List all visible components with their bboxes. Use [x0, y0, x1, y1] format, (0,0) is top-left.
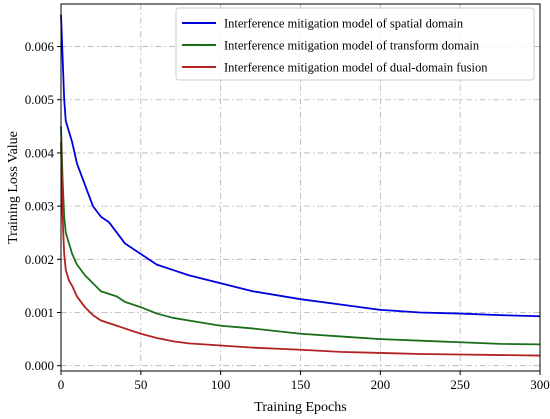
- y-axis-label: Training Loss Value: [6, 131, 21, 244]
- y-tick-label: 0.005: [25, 92, 54, 107]
- x-tick-label: 300: [530, 377, 550, 392]
- x-tick-label: 50: [134, 377, 147, 392]
- series-lines: [60, 14, 541, 357]
- legend: Interference mitigation model of spatial…: [175, 7, 535, 81]
- y-tick-label: 0.000: [25, 358, 54, 373]
- y-tick-label: 0.004: [25, 145, 55, 160]
- series-line-1: [60, 14, 541, 318]
- y-tick-label: 0.006: [25, 39, 55, 54]
- y-tick-label: 0.001: [25, 305, 54, 320]
- x-axis-label: Training Epochs: [254, 400, 346, 415]
- x-tick-label: 0: [58, 377, 65, 392]
- series-line-3: [60, 142, 541, 357]
- legend-label: Interference mitigation model of dual-do…: [224, 61, 488, 75]
- y-tick-label: 0.002: [25, 252, 54, 267]
- x-tick-label: 250: [450, 377, 470, 392]
- legend-label: Interference mitigation model of spatial…: [224, 17, 464, 31]
- x-tick-label: 150: [291, 377, 311, 392]
- x-tick-label: 100: [211, 377, 231, 392]
- y-axis-ticks: 0.000 0.001 0.002 0.003 0.004 0.005 0.006: [25, 39, 61, 373]
- series-line-2: [60, 126, 541, 346]
- legend-label: Interference mitigation model of transfo…: [224, 39, 480, 53]
- x-axis-ticks: 0 50 100 150 200 250 300: [58, 371, 550, 392]
- legend-box: [175, 7, 535, 81]
- y-tick-label: 0.003: [25, 199, 54, 214]
- x-tick-label: 200: [371, 377, 391, 392]
